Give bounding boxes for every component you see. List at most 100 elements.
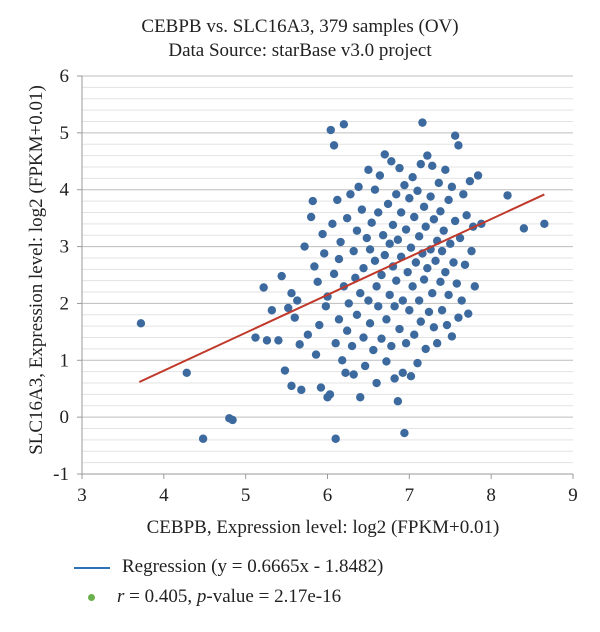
legend-correlation: r = 0.405, p-value = 2.17e-16 — [70, 586, 341, 608]
data-point — [396, 208, 406, 217]
data-point — [372, 378, 381, 388]
x-tick-label: 9 — [568, 485, 578, 506]
y-tick-label: 5 — [60, 123, 70, 144]
data-point — [449, 258, 458, 267]
data-point — [447, 182, 457, 192]
data-point — [418, 118, 427, 127]
data-point — [277, 271, 286, 281]
y-tick-label: 0 — [60, 407, 70, 428]
data-point — [398, 368, 407, 377]
data-point — [436, 207, 445, 216]
data-point — [428, 288, 437, 298]
data-point — [387, 341, 396, 351]
x-tick-label: 4 — [159, 485, 169, 506]
data-point — [450, 216, 460, 226]
data-point — [331, 434, 340, 443]
data-point — [441, 267, 450, 277]
data-point — [401, 339, 411, 348]
data-point — [429, 215, 439, 224]
legend-regression: Regression (y = 0.6665x - 1.8482) — [70, 556, 383, 578]
data-point — [470, 282, 479, 291]
x-tick-label: 6 — [323, 485, 333, 506]
data-point — [447, 332, 457, 341]
data-point — [320, 249, 329, 258]
data-point — [359, 333, 368, 342]
y-tick-label: 1 — [60, 350, 70, 371]
data-point — [459, 190, 468, 199]
data-point — [326, 125, 335, 135]
data-point — [284, 303, 293, 313]
data-point — [349, 246, 358, 256]
data-point — [342, 326, 352, 335]
data-point — [336, 237, 345, 247]
data-point — [364, 296, 373, 305]
r-symbol: r — [117, 586, 125, 607]
data-point — [390, 302, 399, 311]
data-point — [421, 344, 430, 354]
data-point — [377, 334, 386, 343]
data-point — [274, 336, 283, 345]
data-point — [352, 310, 362, 319]
chart-title: CEBPB vs. SLC16A3, 379 samples (OV) — [141, 16, 459, 37]
data-point — [339, 120, 349, 129]
data-point — [251, 333, 260, 342]
data-point — [347, 341, 357, 351]
r-value-text: = 0.405, — [124, 586, 197, 607]
data-point — [392, 276, 401, 285]
data-point — [364, 165, 373, 175]
data-point — [410, 330, 419, 339]
data-point — [398, 296, 407, 305]
data-point — [454, 141, 463, 150]
data-point — [267, 306, 277, 315]
data-point — [393, 397, 403, 406]
data-point — [370, 185, 380, 194]
data-point — [313, 277, 322, 287]
x-tick-label: 3 — [77, 485, 87, 506]
data-point — [374, 302, 383, 311]
data-point — [329, 141, 339, 150]
data-point — [464, 309, 473, 318]
data-point — [503, 191, 512, 200]
data-point — [328, 219, 337, 229]
chart-subtitle: Data Source: starBase v3.0 project — [168, 40, 432, 61]
data-point — [365, 245, 375, 254]
data-point — [419, 202, 429, 211]
data-point — [393, 235, 403, 244]
data-point — [462, 211, 471, 220]
regression-line-group — [138, 193, 545, 383]
data-point — [325, 390, 335, 399]
data-point — [378, 231, 388, 240]
data-point — [431, 256, 440, 265]
data-point — [308, 196, 317, 206]
data-point — [346, 190, 355, 199]
data-point — [356, 393, 365, 402]
data-point — [423, 151, 432, 160]
x-tick-label: 8 — [486, 485, 496, 506]
data-point — [444, 195, 453, 205]
data-point — [444, 290, 453, 300]
data-point — [428, 161, 437, 171]
data-point — [280, 366, 290, 375]
data-point — [395, 163, 404, 173]
data-point — [338, 356, 347, 365]
data-point — [306, 212, 316, 222]
data-point — [410, 212, 419, 222]
data-point — [405, 306, 414, 315]
data-point — [413, 186, 422, 196]
data-point — [329, 269, 339, 279]
data-point — [519, 224, 529, 233]
data-point — [450, 131, 460, 140]
y-tick-label: -1 — [53, 464, 69, 485]
data-point — [411, 258, 421, 267]
regression-legend-line-icon — [74, 566, 110, 569]
regression-legend-label: Regression (y = 0.6665x - 1.8482) — [122, 556, 384, 577]
data-point — [460, 260, 470, 269]
data-point — [359, 263, 368, 273]
data-point — [446, 239, 455, 248]
data-point — [360, 361, 370, 371]
data-point — [423, 263, 432, 273]
axes — [77, 75, 574, 479]
data-point — [406, 243, 416, 252]
data-point — [387, 157, 396, 166]
data-point — [334, 254, 344, 264]
